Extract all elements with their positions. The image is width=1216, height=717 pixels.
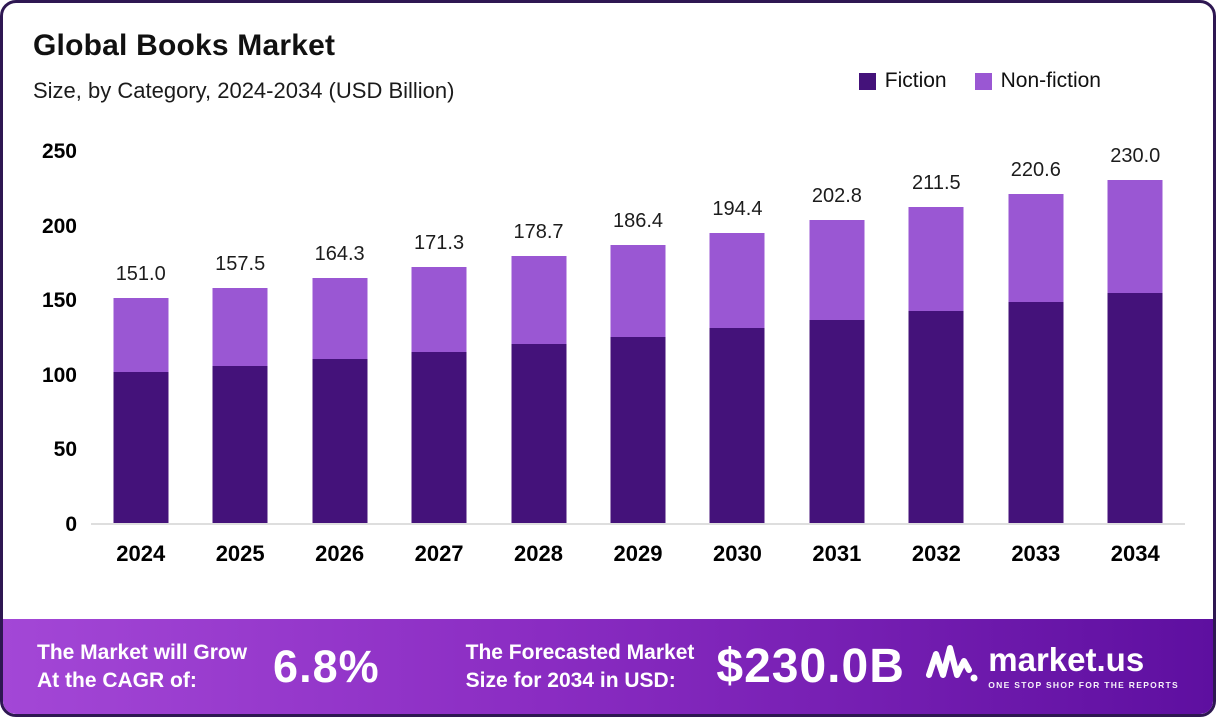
legend-item-fiction: Fiction (858, 69, 947, 93)
bar-segment-non-fiction (511, 256, 567, 345)
y-axis-tick-250: 250 (41, 140, 77, 163)
bar-value-label: 230.0 (1110, 144, 1161, 167)
bar-segment-fiction (212, 366, 268, 523)
bar-segment-fiction (113, 372, 169, 523)
forecast-label-line2: Size for 2034 in USD: (465, 668, 676, 692)
legend-item-non-fiction: Non-fiction (974, 69, 1101, 93)
y-axis: 0 50 100 150 200 250 (3, 141, 91, 535)
bar-segment-non-fiction (908, 207, 964, 312)
cagr-label: The Market will Grow At the CAGR of: (37, 639, 247, 694)
bar-group-2033: 220.6 2033 (986, 152, 1085, 566)
cagr-label-line2: At the CAGR of: (37, 668, 197, 692)
y-axis-tick-50: 50 (53, 438, 77, 462)
footer-banner: The Market will Grow At the CAGR of: 6.8… (3, 619, 1213, 714)
bar-group-2025: 157.5 2025 (190, 152, 289, 566)
bar-segment-non-fiction (212, 288, 268, 367)
bar-group-2034: 230.0 2034 (1086, 145, 1185, 566)
bar-value-label: 164.3 (314, 242, 365, 265)
bar-group-2027: 171.3 2027 (389, 152, 488, 566)
bar-segment-non-fiction (1008, 193, 1064, 303)
chart-header: Global Books Market Size, by Category, 2… (3, 3, 1213, 104)
y-axis-tick-0: 0 (65, 513, 77, 536)
brand-block[interactable]: market.us ONE STOP SHOP FOR THE REPORTS (926, 642, 1179, 691)
bar-value-label: 186.4 (612, 209, 664, 232)
bar-value-label: 202.8 (811, 185, 862, 208)
cagr-value: 6.8% (273, 640, 380, 692)
forecast-value: $230.0B (716, 640, 905, 693)
chart-legend: Fiction Non-fiction (858, 69, 1101, 93)
x-axis-label-2034: 2034 (1110, 541, 1160, 566)
bar-group-2032: 211.5 2032 (887, 152, 986, 566)
x-axis-label-2032: 2032 (911, 541, 961, 566)
chart-subtitle: Size, by Category, 2024-2034 (USD Billio… (33, 78, 455, 103)
x-axis-label-2031: 2031 (812, 541, 862, 566)
x-axis-label-2030: 2030 (712, 541, 762, 566)
bar-value-label: 211.5 (912, 172, 961, 195)
market-us-logo-icon (926, 642, 978, 691)
x-axis-label-2033: 2033 (1011, 541, 1061, 566)
x-axis-label-2024: 2024 (116, 541, 166, 566)
bar-group-2030: 194.4 2030 (688, 152, 787, 566)
bar-value-label: 171.3 (414, 232, 465, 255)
legend-label: Non-fiction (1000, 69, 1101, 92)
y-axis-tick-100: 100 (41, 363, 77, 387)
cagr-label-line1: The Market will Grow (37, 641, 248, 665)
bar-segment-fiction (312, 358, 368, 523)
bar-segment-fiction (1107, 292, 1163, 523)
legend-swatch (974, 72, 992, 90)
bar-segment-non-fiction (809, 220, 865, 321)
bar-value-label: 157.5 (215, 253, 266, 276)
bar-segment-fiction (709, 328, 765, 523)
bar-segment-fiction (809, 320, 865, 523)
forecast-label-line1: The Forecasted Market (465, 641, 695, 665)
x-axis-label-2026: 2026 (315, 541, 365, 566)
x-axis-label-2027: 2027 (414, 541, 464, 566)
bar-group-2028: 178.7 2028 (489, 152, 588, 566)
plot-area: 151.0 2024 157.5 2025 164.3 2026 171.3 2027 178.… (91, 145, 1185, 566)
bar-segment-non-fiction (709, 232, 765, 329)
bar-segment-non-fiction (1107, 179, 1163, 293)
bar-segment-fiction (1008, 302, 1064, 523)
brand-tagline: ONE STOP SHOP FOR THE REPORTS (988, 680, 1179, 690)
y-axis-tick-200: 200 (41, 214, 77, 238)
forecast-label: The Forecasted Market Size for 2034 in U… (466, 639, 695, 694)
bar-value-label: 151.0 (115, 262, 166, 285)
bar-segment-non-fiction (113, 297, 169, 373)
bar-group-2026: 164.3 2026 (290, 152, 389, 566)
bar-segment-fiction (411, 351, 467, 523)
bar-segment-fiction (908, 311, 964, 523)
brand-name: market.us (988, 641, 1145, 678)
bar-segment-non-fiction (411, 267, 467, 352)
y-axis-tick-150: 150 (41, 289, 77, 313)
bar-segment-non-fiction (312, 277, 368, 359)
bar-value-label: 194.4 (712, 197, 763, 220)
page-title: Global Books Market (33, 29, 336, 62)
legend-swatch (858, 72, 876, 90)
bar-segment-fiction (511, 344, 567, 523)
bar-group-2024: 151.0 2024 (91, 152, 190, 566)
bar-group-2029: 186.4 2029 (588, 152, 687, 566)
x-axis-label-2029: 2029 (613, 541, 663, 566)
bar-segment-fiction (610, 336, 666, 523)
legend-label: Fiction (884, 69, 947, 92)
bar-value-label: 178.7 (513, 221, 564, 244)
x-axis-label-2025: 2025 (215, 541, 265, 566)
bar-segment-non-fiction (610, 244, 666, 337)
x-axis-label-2028: 2028 (514, 541, 564, 566)
stacked-bar-chart: 0 50 100 150 200 250 151.0 2024 157.5 2025 164.3 2… (3, 141, 1213, 566)
brand-text-wrap: market.us ONE STOP SHOP FOR THE REPORTS (988, 643, 1179, 690)
bar-value-label: 220.6 (1010, 158, 1061, 181)
bar-group-2031: 202.8 2031 (787, 152, 886, 566)
